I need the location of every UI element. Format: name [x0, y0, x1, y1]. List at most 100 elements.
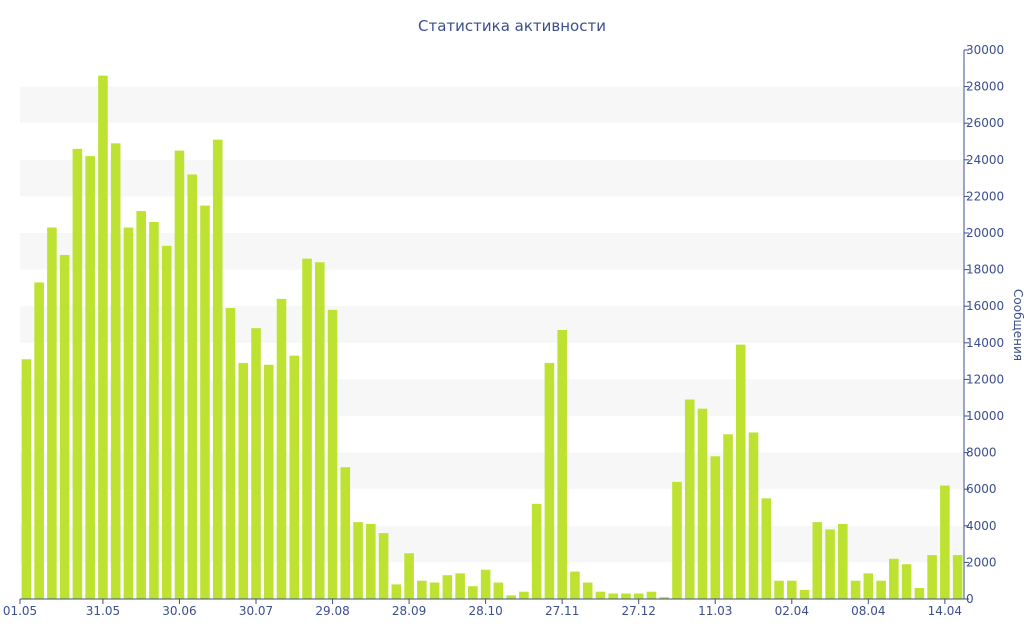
bar-series	[21, 75, 963, 600]
bar	[570, 571, 580, 599]
bar	[940, 485, 950, 599]
bar	[225, 308, 236, 599]
bar	[123, 227, 134, 599]
bar	[34, 282, 44, 599]
y-tick-label: 16000	[966, 299, 1004, 313]
bar	[659, 597, 669, 599]
y-tick-label: 2000	[966, 555, 997, 569]
y-tick-label: 30000	[966, 43, 1004, 57]
bar	[59, 254, 70, 599]
bar	[684, 399, 695, 599]
x-tick-label: 31.05	[86, 604, 120, 618]
bar	[697, 408, 708, 599]
bar	[876, 580, 886, 599]
bar	[200, 205, 210, 600]
bar	[838, 523, 848, 599]
grid-band	[20, 379, 964, 416]
x-tick-label: 28.10	[468, 604, 502, 618]
bar	[914, 588, 925, 599]
bar	[149, 222, 159, 599]
x-tick-label: 30.07	[239, 604, 273, 618]
x-tick-label: 30.06	[162, 604, 196, 618]
bar	[582, 582, 593, 599]
y-tick-label: 28000	[966, 80, 1004, 94]
bar	[21, 359, 32, 599]
bar	[263, 364, 274, 599]
grid-bands	[20, 86, 964, 563]
bar	[608, 593, 618, 599]
bar	[952, 555, 963, 599]
bar	[174, 150, 185, 599]
bar	[47, 227, 57, 599]
x-tick-label: 11.03	[698, 604, 732, 618]
bar	[161, 245, 172, 599]
bar	[825, 529, 835, 599]
grid-band	[20, 306, 964, 343]
grid-band	[20, 86, 964, 124]
grid-band	[20, 233, 964, 270]
bar	[98, 75, 108, 600]
y-tick-label: 26000	[966, 116, 1004, 130]
bar	[327, 309, 338, 599]
x-tick-label: 02.04	[775, 604, 809, 618]
bar	[417, 580, 427, 599]
x-tick-label: 01.05	[3, 604, 37, 618]
bar	[480, 569, 491, 599]
bar	[455, 573, 465, 599]
y-tick-label: 18000	[966, 263, 1004, 277]
bar	[238, 362, 249, 599]
bar	[404, 553, 414, 599]
bar	[289, 355, 300, 599]
y-tick-label: 14000	[966, 336, 1004, 350]
bar	[901, 564, 912, 599]
bar	[468, 586, 478, 599]
bar	[710, 456, 721, 599]
x-tick-label: 28.09	[392, 604, 426, 618]
bar	[787, 580, 797, 599]
bar	[774, 580, 784, 599]
y-tick-label: 20000	[966, 226, 1004, 240]
bar	[850, 580, 861, 599]
bar	[136, 211, 146, 600]
bar	[646, 591, 657, 599]
x-tick-label: 27.12	[622, 604, 656, 618]
bar	[340, 467, 351, 599]
grid-band	[20, 525, 964, 563]
y-tick-label: 22000	[966, 189, 1004, 203]
bar	[748, 432, 759, 599]
x-tick-label: 08.04	[851, 604, 885, 618]
bar	[85, 156, 95, 599]
bar	[187, 174, 197, 599]
y-tick-label: 24000	[966, 153, 1004, 167]
y-axis-ticks: 0 2000 4000 6000 8000 10000 12000 14000 16000 180…	[964, 43, 1004, 606]
bar	[442, 575, 453, 599]
bar	[378, 533, 389, 599]
bar	[391, 584, 402, 599]
bar	[366, 523, 376, 599]
bar	[519, 591, 529, 599]
bar	[621, 593, 631, 599]
bar	[544, 362, 555, 599]
y-tick-label: 4000	[966, 519, 997, 533]
bar	[110, 143, 121, 599]
bar	[595, 591, 606, 599]
bar	[672, 481, 682, 599]
bar	[506, 595, 516, 599]
y-tick-label: 6000	[966, 482, 997, 496]
y-tick-label: 8000	[966, 446, 997, 460]
y-tick-label: 10000	[966, 409, 1004, 423]
bar	[927, 555, 937, 599]
bar	[315, 262, 325, 599]
y-tick-label: 0	[966, 592, 974, 606]
bar	[276, 298, 287, 599]
bar	[493, 582, 504, 599]
bar	[72, 148, 83, 599]
bar	[863, 573, 874, 599]
bar	[557, 329, 567, 599]
grid-band	[20, 159, 964, 197]
x-tick-label: 14.04	[928, 604, 962, 618]
bar	[251, 328, 261, 599]
bar	[735, 344, 746, 599]
x-tick-label: 27.11	[545, 604, 579, 618]
